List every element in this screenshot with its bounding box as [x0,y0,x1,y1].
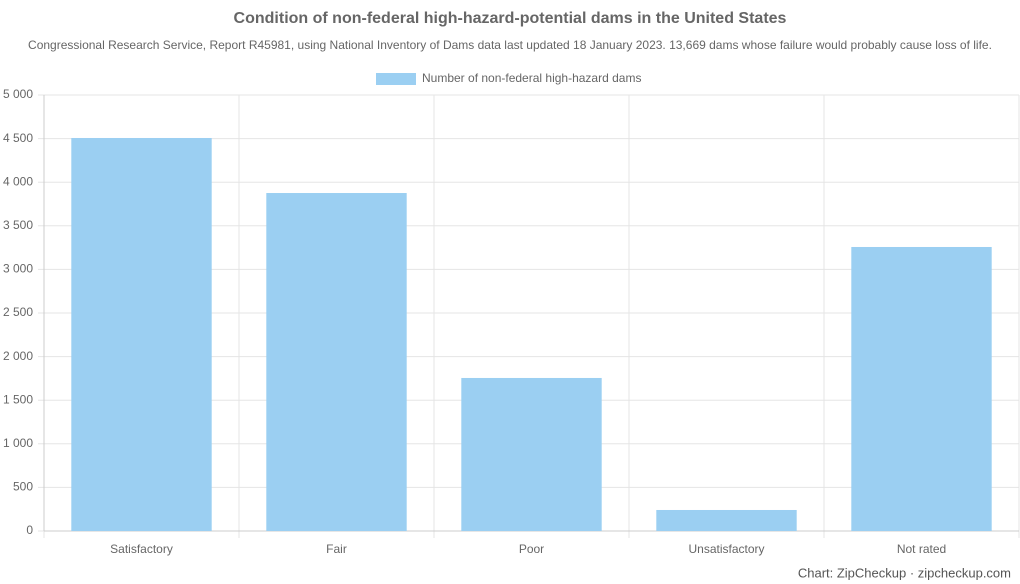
chart-title: Condition of non-federal high-hazard-pot… [234,10,787,27]
bar [266,193,407,531]
x-tick-label: Satisfactory [110,542,173,556]
y-tick-label: 3 500 [3,218,33,232]
bar [461,377,602,531]
y-tick-label: 2 000 [3,349,33,363]
bar [851,246,992,531]
x-tick-label: Not rated [897,542,946,556]
legend-label: Number of non-federal high-hazard dams [422,71,641,85]
bar [656,509,797,531]
y-tick-label: 0 [26,523,33,537]
y-tick-label: 4 000 [3,174,33,188]
chart-subtitle: Congressional Research Service, Report R… [28,38,992,52]
x-tick-label: Unsatisfactory [688,542,764,556]
y-tick-label: 3 000 [3,262,33,276]
y-tick-label: 4 500 [3,131,33,145]
legend-swatch [376,73,416,85]
bar [71,137,212,531]
x-tick-label: Poor [519,542,544,556]
y-tick-label: 5 000 [3,87,33,101]
y-tick-label: 2 500 [3,305,33,319]
y-tick-label: 500 [13,480,33,494]
y-tick-label: 1 000 [3,436,33,450]
y-tick-label: 1 500 [3,392,33,406]
x-tick-label: Fair [326,542,347,556]
credit: Chart: ZipCheckup · zipcheckup.com [798,565,1011,580]
